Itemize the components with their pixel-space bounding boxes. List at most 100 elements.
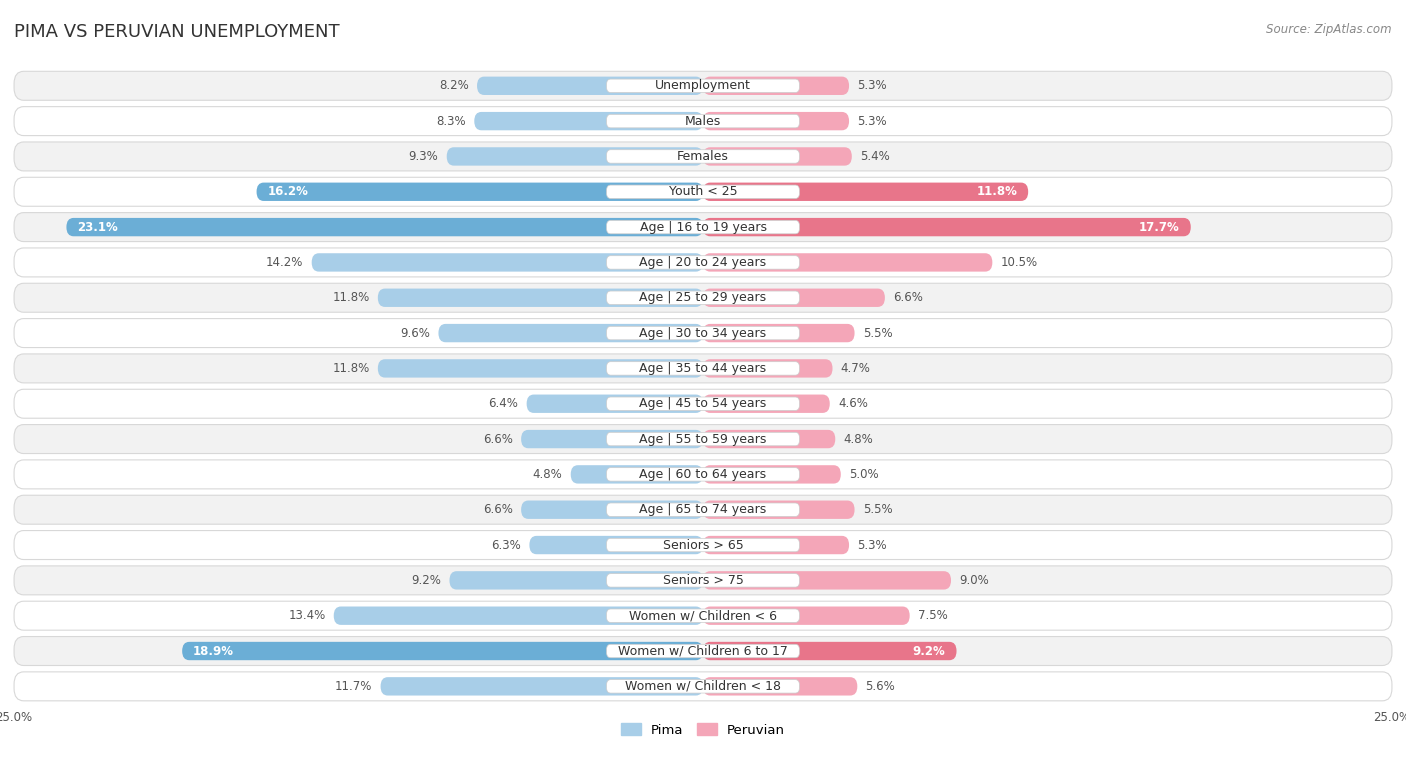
Text: Age | 20 to 24 years: Age | 20 to 24 years [640,256,766,269]
Text: 13.4%: 13.4% [288,609,325,622]
FancyBboxPatch shape [703,678,858,696]
FancyBboxPatch shape [333,606,703,625]
FancyBboxPatch shape [530,536,703,554]
Text: 6.6%: 6.6% [484,503,513,516]
FancyBboxPatch shape [703,112,849,130]
FancyBboxPatch shape [14,107,1392,136]
Text: Age | 55 to 59 years: Age | 55 to 59 years [640,432,766,446]
Text: 6.6%: 6.6% [893,291,922,304]
FancyBboxPatch shape [703,218,1191,236]
FancyBboxPatch shape [14,495,1392,524]
Text: 8.3%: 8.3% [436,114,465,128]
Text: 4.6%: 4.6% [838,397,868,410]
Text: 9.2%: 9.2% [912,644,945,658]
Text: Males: Males [685,114,721,128]
Text: 5.3%: 5.3% [858,114,887,128]
Text: Source: ZipAtlas.com: Source: ZipAtlas.com [1267,23,1392,36]
Text: Women w/ Children 6 to 17: Women w/ Children 6 to 17 [619,644,787,658]
Text: Seniors > 75: Seniors > 75 [662,574,744,587]
FancyBboxPatch shape [256,182,703,201]
FancyBboxPatch shape [183,642,703,660]
FancyBboxPatch shape [606,185,800,198]
FancyBboxPatch shape [14,531,1392,559]
Text: Unemployment: Unemployment [655,79,751,92]
FancyBboxPatch shape [378,288,703,307]
FancyBboxPatch shape [312,254,703,272]
Text: 4.8%: 4.8% [533,468,562,481]
FancyBboxPatch shape [703,254,993,272]
FancyBboxPatch shape [703,148,852,166]
FancyBboxPatch shape [606,291,800,304]
FancyBboxPatch shape [14,248,1392,277]
FancyBboxPatch shape [14,566,1392,595]
FancyBboxPatch shape [527,394,703,413]
Text: 8.2%: 8.2% [439,79,468,92]
Text: 11.8%: 11.8% [332,291,370,304]
FancyBboxPatch shape [606,538,800,552]
Text: 5.0%: 5.0% [849,468,879,481]
FancyBboxPatch shape [14,672,1392,701]
Text: 17.7%: 17.7% [1139,220,1180,234]
Text: PIMA VS PERUVIAN UNEMPLOYMENT: PIMA VS PERUVIAN UNEMPLOYMENT [14,23,340,41]
FancyBboxPatch shape [606,256,800,269]
FancyBboxPatch shape [606,644,800,658]
FancyBboxPatch shape [703,76,849,95]
FancyBboxPatch shape [703,324,855,342]
Text: 5.4%: 5.4% [860,150,890,163]
Text: Age | 16 to 19 years: Age | 16 to 19 years [640,220,766,234]
Text: 11.8%: 11.8% [332,362,370,375]
Text: 9.3%: 9.3% [409,150,439,163]
Text: Age | 45 to 54 years: Age | 45 to 54 years [640,397,766,410]
Text: 5.6%: 5.6% [866,680,896,693]
FancyBboxPatch shape [606,220,800,234]
FancyBboxPatch shape [14,354,1392,383]
FancyBboxPatch shape [571,466,703,484]
FancyBboxPatch shape [477,76,703,95]
FancyBboxPatch shape [450,572,703,590]
Text: 11.7%: 11.7% [335,680,373,693]
FancyBboxPatch shape [606,609,800,622]
Text: Youth < 25: Youth < 25 [669,185,737,198]
Text: Females: Females [678,150,728,163]
FancyBboxPatch shape [703,430,835,448]
Text: Seniors > 65: Seniors > 65 [662,538,744,552]
Text: Age | 35 to 44 years: Age | 35 to 44 years [640,362,766,375]
Text: 10.5%: 10.5% [1001,256,1038,269]
FancyBboxPatch shape [14,283,1392,312]
FancyBboxPatch shape [14,601,1392,630]
FancyBboxPatch shape [447,148,703,166]
Text: 16.2%: 16.2% [267,185,308,198]
Text: 6.3%: 6.3% [491,538,522,552]
FancyBboxPatch shape [703,394,830,413]
FancyBboxPatch shape [606,150,800,164]
Legend: Pima, Peruvian: Pima, Peruvian [616,718,790,742]
Text: 9.0%: 9.0% [959,574,988,587]
Text: Age | 25 to 29 years: Age | 25 to 29 years [640,291,766,304]
Text: 6.4%: 6.4% [488,397,519,410]
FancyBboxPatch shape [703,360,832,378]
Text: Age | 30 to 34 years: Age | 30 to 34 years [640,326,766,340]
FancyBboxPatch shape [606,362,800,375]
Text: 9.2%: 9.2% [412,574,441,587]
FancyBboxPatch shape [522,430,703,448]
Text: 6.6%: 6.6% [484,432,513,446]
FancyBboxPatch shape [439,324,703,342]
FancyBboxPatch shape [703,606,910,625]
Text: 5.3%: 5.3% [858,538,887,552]
FancyBboxPatch shape [522,500,703,519]
Text: 9.6%: 9.6% [401,326,430,340]
FancyBboxPatch shape [606,680,800,693]
Text: 4.7%: 4.7% [841,362,870,375]
FancyBboxPatch shape [14,389,1392,418]
FancyBboxPatch shape [703,500,855,519]
Text: 11.8%: 11.8% [976,185,1017,198]
Text: Age | 60 to 64 years: Age | 60 to 64 years [640,468,766,481]
FancyBboxPatch shape [14,177,1392,206]
FancyBboxPatch shape [703,288,884,307]
Text: 14.2%: 14.2% [266,256,304,269]
FancyBboxPatch shape [703,572,950,590]
FancyBboxPatch shape [66,218,703,236]
FancyBboxPatch shape [14,213,1392,241]
FancyBboxPatch shape [606,79,800,92]
FancyBboxPatch shape [474,112,703,130]
